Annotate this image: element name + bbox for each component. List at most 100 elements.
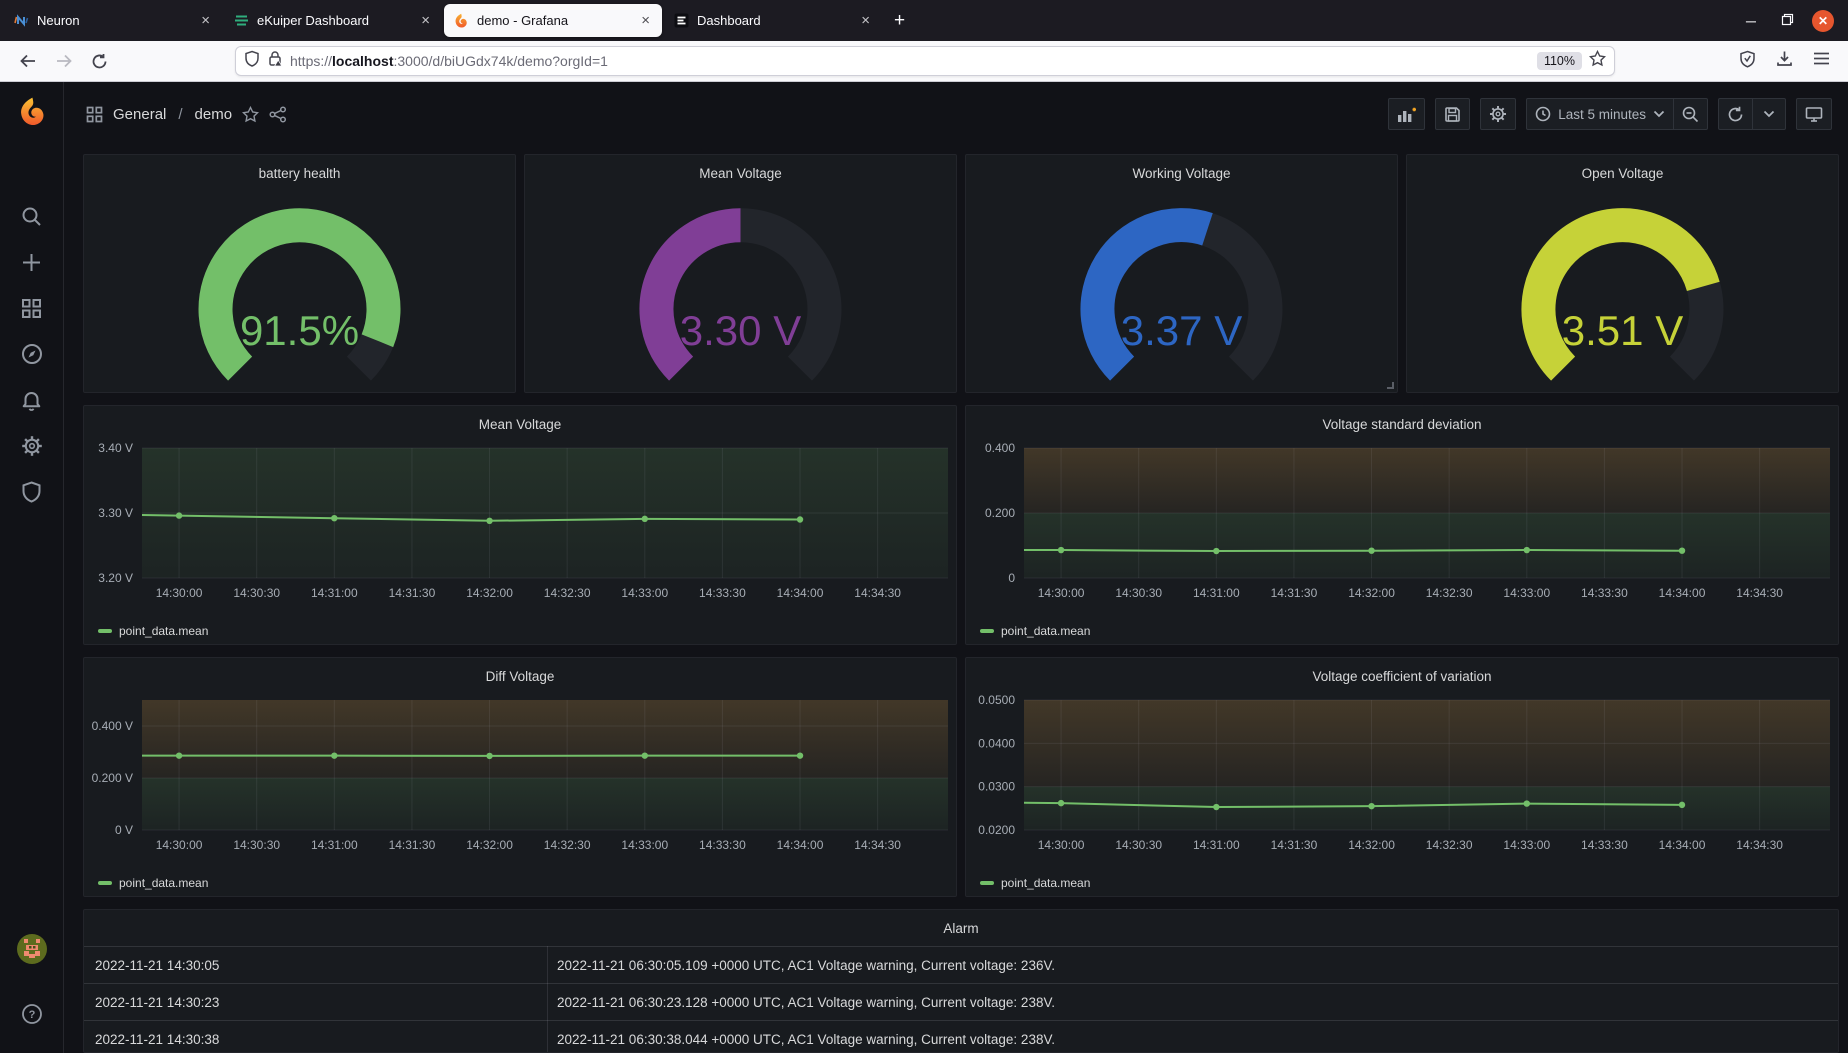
- alarm-time-cell: 2022-11-21 14:30:23: [84, 995, 547, 1010]
- panel-battery-health: battery health 91.5%: [83, 154, 516, 393]
- panel-resize-handle[interactable]: [1387, 382, 1394, 389]
- bookmark-star-icon[interactable]: [1589, 50, 1606, 72]
- refresh-interval-dropdown[interactable]: [1752, 98, 1786, 130]
- downloads-icon[interactable]: [1776, 50, 1793, 72]
- reload-icon[interactable]: [82, 53, 117, 70]
- tab-close-icon[interactable]: ×: [858, 12, 873, 29]
- lock-warning-icon[interactable]: [267, 50, 283, 72]
- svg-text:3.30 V: 3.30 V: [680, 307, 801, 354]
- back-icon[interactable]: [10, 52, 46, 70]
- svg-text:91.5%: 91.5%: [240, 307, 359, 354]
- browser-tab-strip: Neuron × eKuiper Dashboard × demo - Graf…: [0, 0, 1848, 41]
- panel-title[interactable]: battery health: [84, 155, 515, 185]
- legend-swatch: [98, 881, 112, 885]
- chart-legend[interactable]: point_data.mean: [98, 876, 208, 890]
- alarm-message-cell: 2022-11-21 06:30:23.128 +0000 UTC, AC1 V…: [547, 995, 1838, 1010]
- table-row: 2022-11-21 14:30:052022-11-21 06:30:05.1…: [84, 946, 1838, 983]
- svg-text:14:34:00: 14:34:00: [1659, 838, 1706, 852]
- time-range-picker[interactable]: Last 5 minutes: [1526, 98, 1673, 130]
- panel-mean-voltage-timeseries: Mean Voltage 3.20 V3.30 V3.40 V14:30:001…: [83, 405, 957, 645]
- svg-text:14:33:00: 14:33:00: [621, 838, 668, 852]
- svg-text:14:30:30: 14:30:30: [1115, 586, 1162, 600]
- table-row: 2022-11-21 14:30:232022-11-21 06:30:23.1…: [84, 983, 1838, 1020]
- tab-close-icon[interactable]: ×: [198, 12, 213, 29]
- svg-text:14:32:30: 14:32:30: [544, 838, 591, 852]
- svg-text:14:30:00: 14:30:00: [1038, 586, 1085, 600]
- new-tab-button[interactable]: +: [884, 8, 915, 34]
- window-minimize-button[interactable]: ─: [1740, 13, 1762, 29]
- chart-legend[interactable]: point_data.mean: [980, 624, 1090, 638]
- breadcrumb-folder[interactable]: General: [113, 106, 166, 123]
- panel-title[interactable]: Voltage standard deviation: [966, 406, 1838, 436]
- create-plus-icon[interactable]: [12, 239, 52, 285]
- forward-icon[interactable]: [46, 52, 82, 70]
- server-admin-shield-icon[interactable]: [12, 469, 52, 515]
- window-restore-button[interactable]: [1776, 13, 1798, 29]
- browser-toolbar: https://localhost:3000/d/biUGdx74k/demo?…: [0, 41, 1848, 82]
- svg-text:14:32:30: 14:32:30: [1426, 838, 1473, 852]
- legend-label[interactable]: point_data.mean: [119, 876, 208, 890]
- dashboard-settings-button[interactable]: [1480, 98, 1516, 130]
- sidebar-bottom: ?: [12, 934, 52, 1053]
- tab-neuron[interactable]: Neuron ×: [4, 4, 222, 37]
- tab-close-icon[interactable]: ×: [638, 12, 653, 29]
- share-icon[interactable]: [269, 106, 287, 123]
- svg-text:14:33:30: 14:33:30: [699, 838, 746, 852]
- zoom-level-badge[interactable]: 110%: [1537, 52, 1582, 70]
- configuration-gear-icon[interactable]: [12, 423, 52, 469]
- tab-close-icon[interactable]: ×: [418, 12, 433, 29]
- legend-label[interactable]: point_data.mean: [1001, 876, 1090, 890]
- url-text: https://localhost:3000/d/biUGdx74k/demo?…: [290, 53, 1530, 69]
- favorite-star-icon[interactable]: [242, 106, 259, 123]
- kiosk-tv-button[interactable]: [1796, 98, 1832, 130]
- zoom-out-time-button[interactable]: [1673, 98, 1708, 130]
- svg-text:14:31:00: 14:31:00: [1193, 586, 1240, 600]
- grafana-logo[interactable]: [16, 96, 48, 133]
- alarm-message-cell: 2022-11-21 06:30:05.109 +0000 UTC, AC1 V…: [547, 958, 1838, 973]
- panel-title[interactable]: Mean Voltage: [525, 155, 956, 185]
- url-bar[interactable]: https://localhost:3000/d/biUGdx74k/demo?…: [235, 46, 1615, 76]
- panel-title[interactable]: Mean Voltage: [84, 406, 956, 436]
- search-icon[interactable]: [12, 193, 52, 239]
- legend-label[interactable]: point_data.mean: [119, 624, 208, 638]
- add-panel-button[interactable]: [1388, 98, 1425, 130]
- dashboards-grid-icon[interactable]: [12, 285, 52, 331]
- panel-title[interactable]: Diff Voltage: [84, 658, 956, 688]
- refresh-controls: [1718, 98, 1786, 130]
- panel-title[interactable]: Working Voltage: [966, 155, 1397, 185]
- grafana-app: ? General / demo: [0, 82, 1848, 1053]
- panel-title[interactable]: Open Voltage: [1407, 155, 1838, 185]
- panel-title[interactable]: Voltage coefficient of variation: [966, 658, 1838, 688]
- panel-voltage-coefficient: Voltage coefficient of variation 0.02000…: [965, 657, 1839, 897]
- window-close-button[interactable]: ✕: [1812, 10, 1834, 32]
- save-dashboard-button[interactable]: [1435, 98, 1470, 130]
- user-avatar[interactable]: [17, 934, 47, 969]
- explore-compass-icon[interactable]: [12, 331, 52, 377]
- svg-text:14:30:00: 14:30:00: [156, 838, 203, 852]
- svg-text:14:31:00: 14:31:00: [1193, 838, 1240, 852]
- alarm-table-rows: 2022-11-21 14:30:052022-11-21 06:30:05.1…: [84, 946, 1838, 1053]
- svg-text:0.0300: 0.0300: [978, 780, 1015, 794]
- refresh-button[interactable]: [1718, 98, 1752, 130]
- tab-dashboard[interactable]: Dashboard ×: [664, 4, 882, 37]
- legend-label[interactable]: point_data.mean: [1001, 624, 1090, 638]
- breadcrumb-dashboard[interactable]: demo: [195, 106, 233, 123]
- tracking-shield-icon[interactable]: [244, 50, 260, 72]
- menu-hamburger-icon[interactable]: [1813, 51, 1830, 71]
- panel-title[interactable]: Alarm: [84, 910, 1838, 940]
- help-icon[interactable]: ?: [12, 991, 52, 1037]
- account-shield-icon[interactable]: [1739, 50, 1756, 73]
- svg-text:0.200 V: 0.200 V: [92, 771, 133, 785]
- apps-grid-icon[interactable]: [86, 106, 103, 123]
- alarm-time-cell: 2022-11-21 14:30:05: [84, 958, 547, 973]
- tab-ekuiper[interactable]: eKuiper Dashboard ×: [224, 4, 442, 37]
- chart-legend[interactable]: point_data.mean: [98, 624, 208, 638]
- svg-text:14:32:00: 14:32:00: [1348, 586, 1395, 600]
- chevron-down-icon: [1653, 110, 1665, 118]
- svg-text:14:30:30: 14:30:30: [233, 838, 280, 852]
- chart-legend[interactable]: point_data.mean: [980, 876, 1090, 890]
- battery-health-gauge: 91.5%: [84, 191, 515, 388]
- tab-grafana-active[interactable]: demo - Grafana ×: [444, 4, 662, 37]
- alerting-bell-icon[interactable]: [12, 377, 52, 423]
- ekuiper-favicon: [233, 13, 249, 29]
